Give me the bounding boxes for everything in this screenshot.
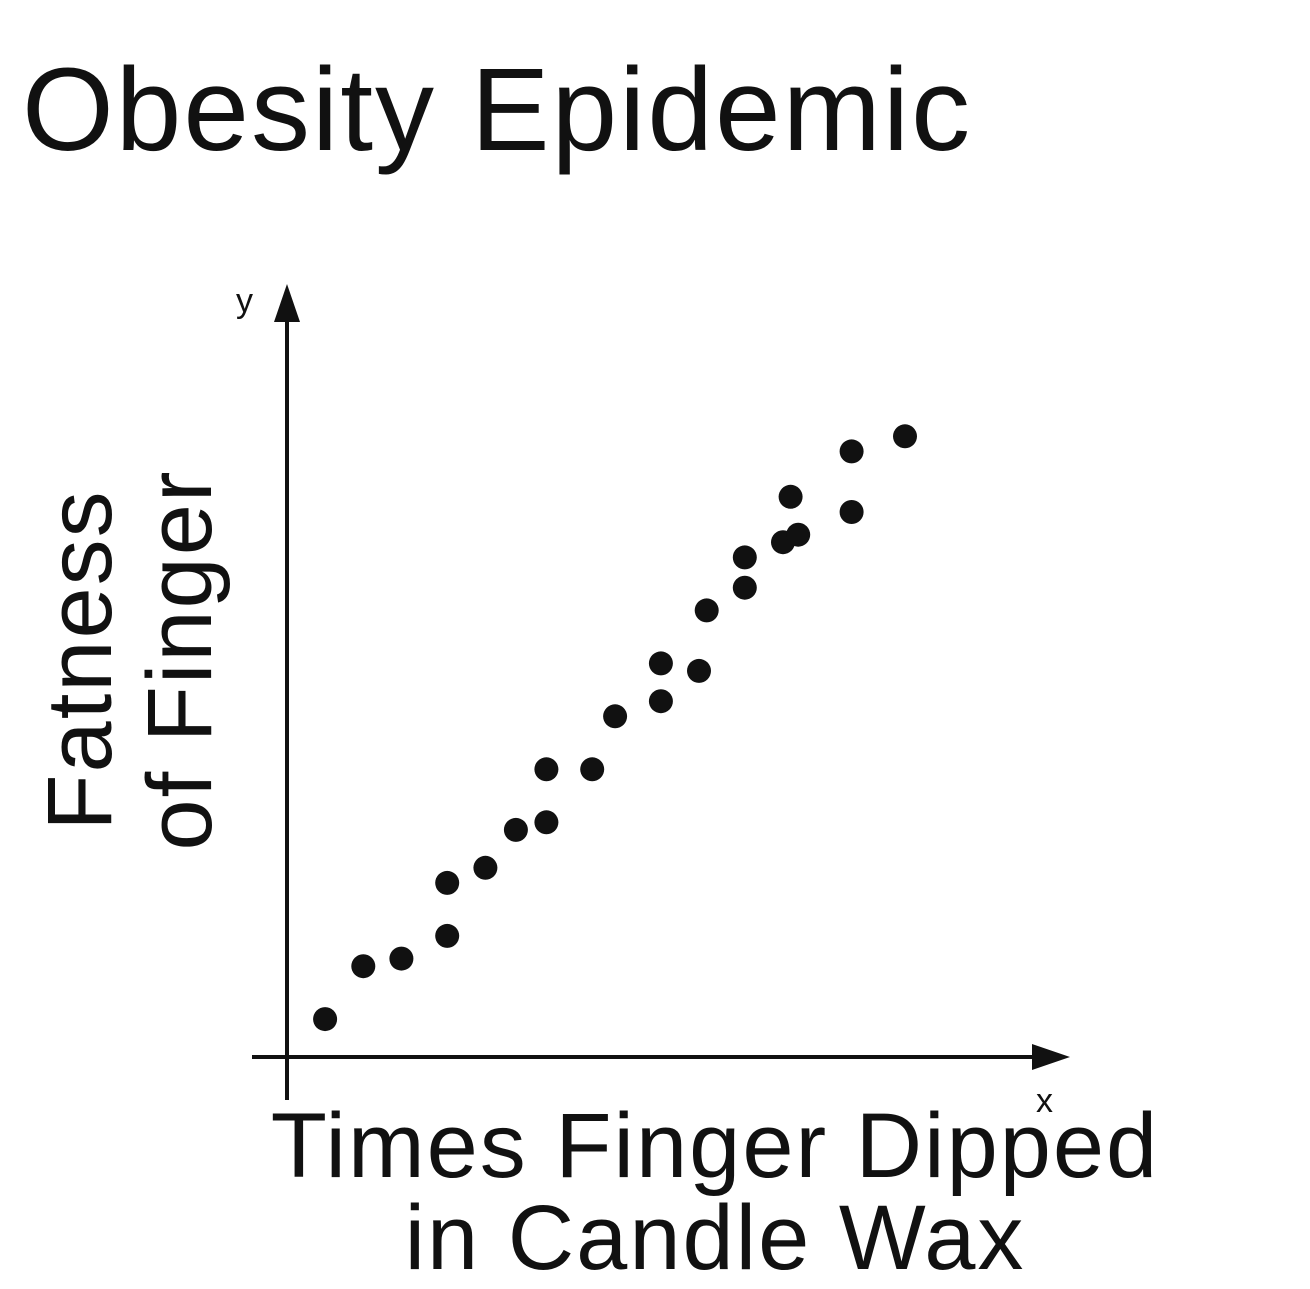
data-point-4	[435, 923, 460, 948]
data-point-8	[534, 810, 559, 835]
x-axis-letter: x	[1036, 1082, 1053, 1120]
axes: y x	[236, 282, 1070, 1120]
data-point-14	[687, 658, 711, 683]
data-point-17	[732, 545, 757, 570]
data-point-3	[389, 946, 414, 971]
data-point-2	[351, 954, 376, 979]
y-axis-letter: y	[236, 282, 253, 320]
data-point-13	[648, 651, 673, 676]
data-points	[313, 424, 917, 1032]
data-point-16	[732, 575, 757, 600]
data-point-15	[694, 598, 719, 623]
x-axis-arrow	[1032, 1044, 1070, 1070]
x-axis-label: Times Finger Dipped in Candle Wax	[140, 1100, 1290, 1284]
data-point-1	[313, 1007, 338, 1032]
y-axis-arrow	[274, 284, 300, 322]
data-point-9	[534, 757, 559, 782]
data-point-5	[435, 870, 460, 895]
data-point-6	[473, 855, 498, 880]
data-point-23	[893, 424, 917, 449]
data-point-12	[648, 689, 673, 714]
x-axis-label-line-1: Times Finger Dipped	[270, 1095, 1160, 1197]
data-point-10	[580, 757, 605, 782]
data-point-19	[778, 484, 803, 509]
data-point-22	[839, 439, 864, 464]
data-point-21	[839, 500, 864, 524]
data-point-11	[603, 704, 628, 729]
data-point-20	[786, 522, 811, 547]
chart-title: Obesity Epidemic	[22, 44, 973, 176]
x-axis-label-line-2: in Candle Wax	[404, 1187, 1026, 1289]
data-point-7	[503, 817, 528, 842]
y-axis-label-line-1: Fatness	[29, 489, 131, 831]
y-axis-label-line-2: of Finger	[129, 469, 231, 851]
